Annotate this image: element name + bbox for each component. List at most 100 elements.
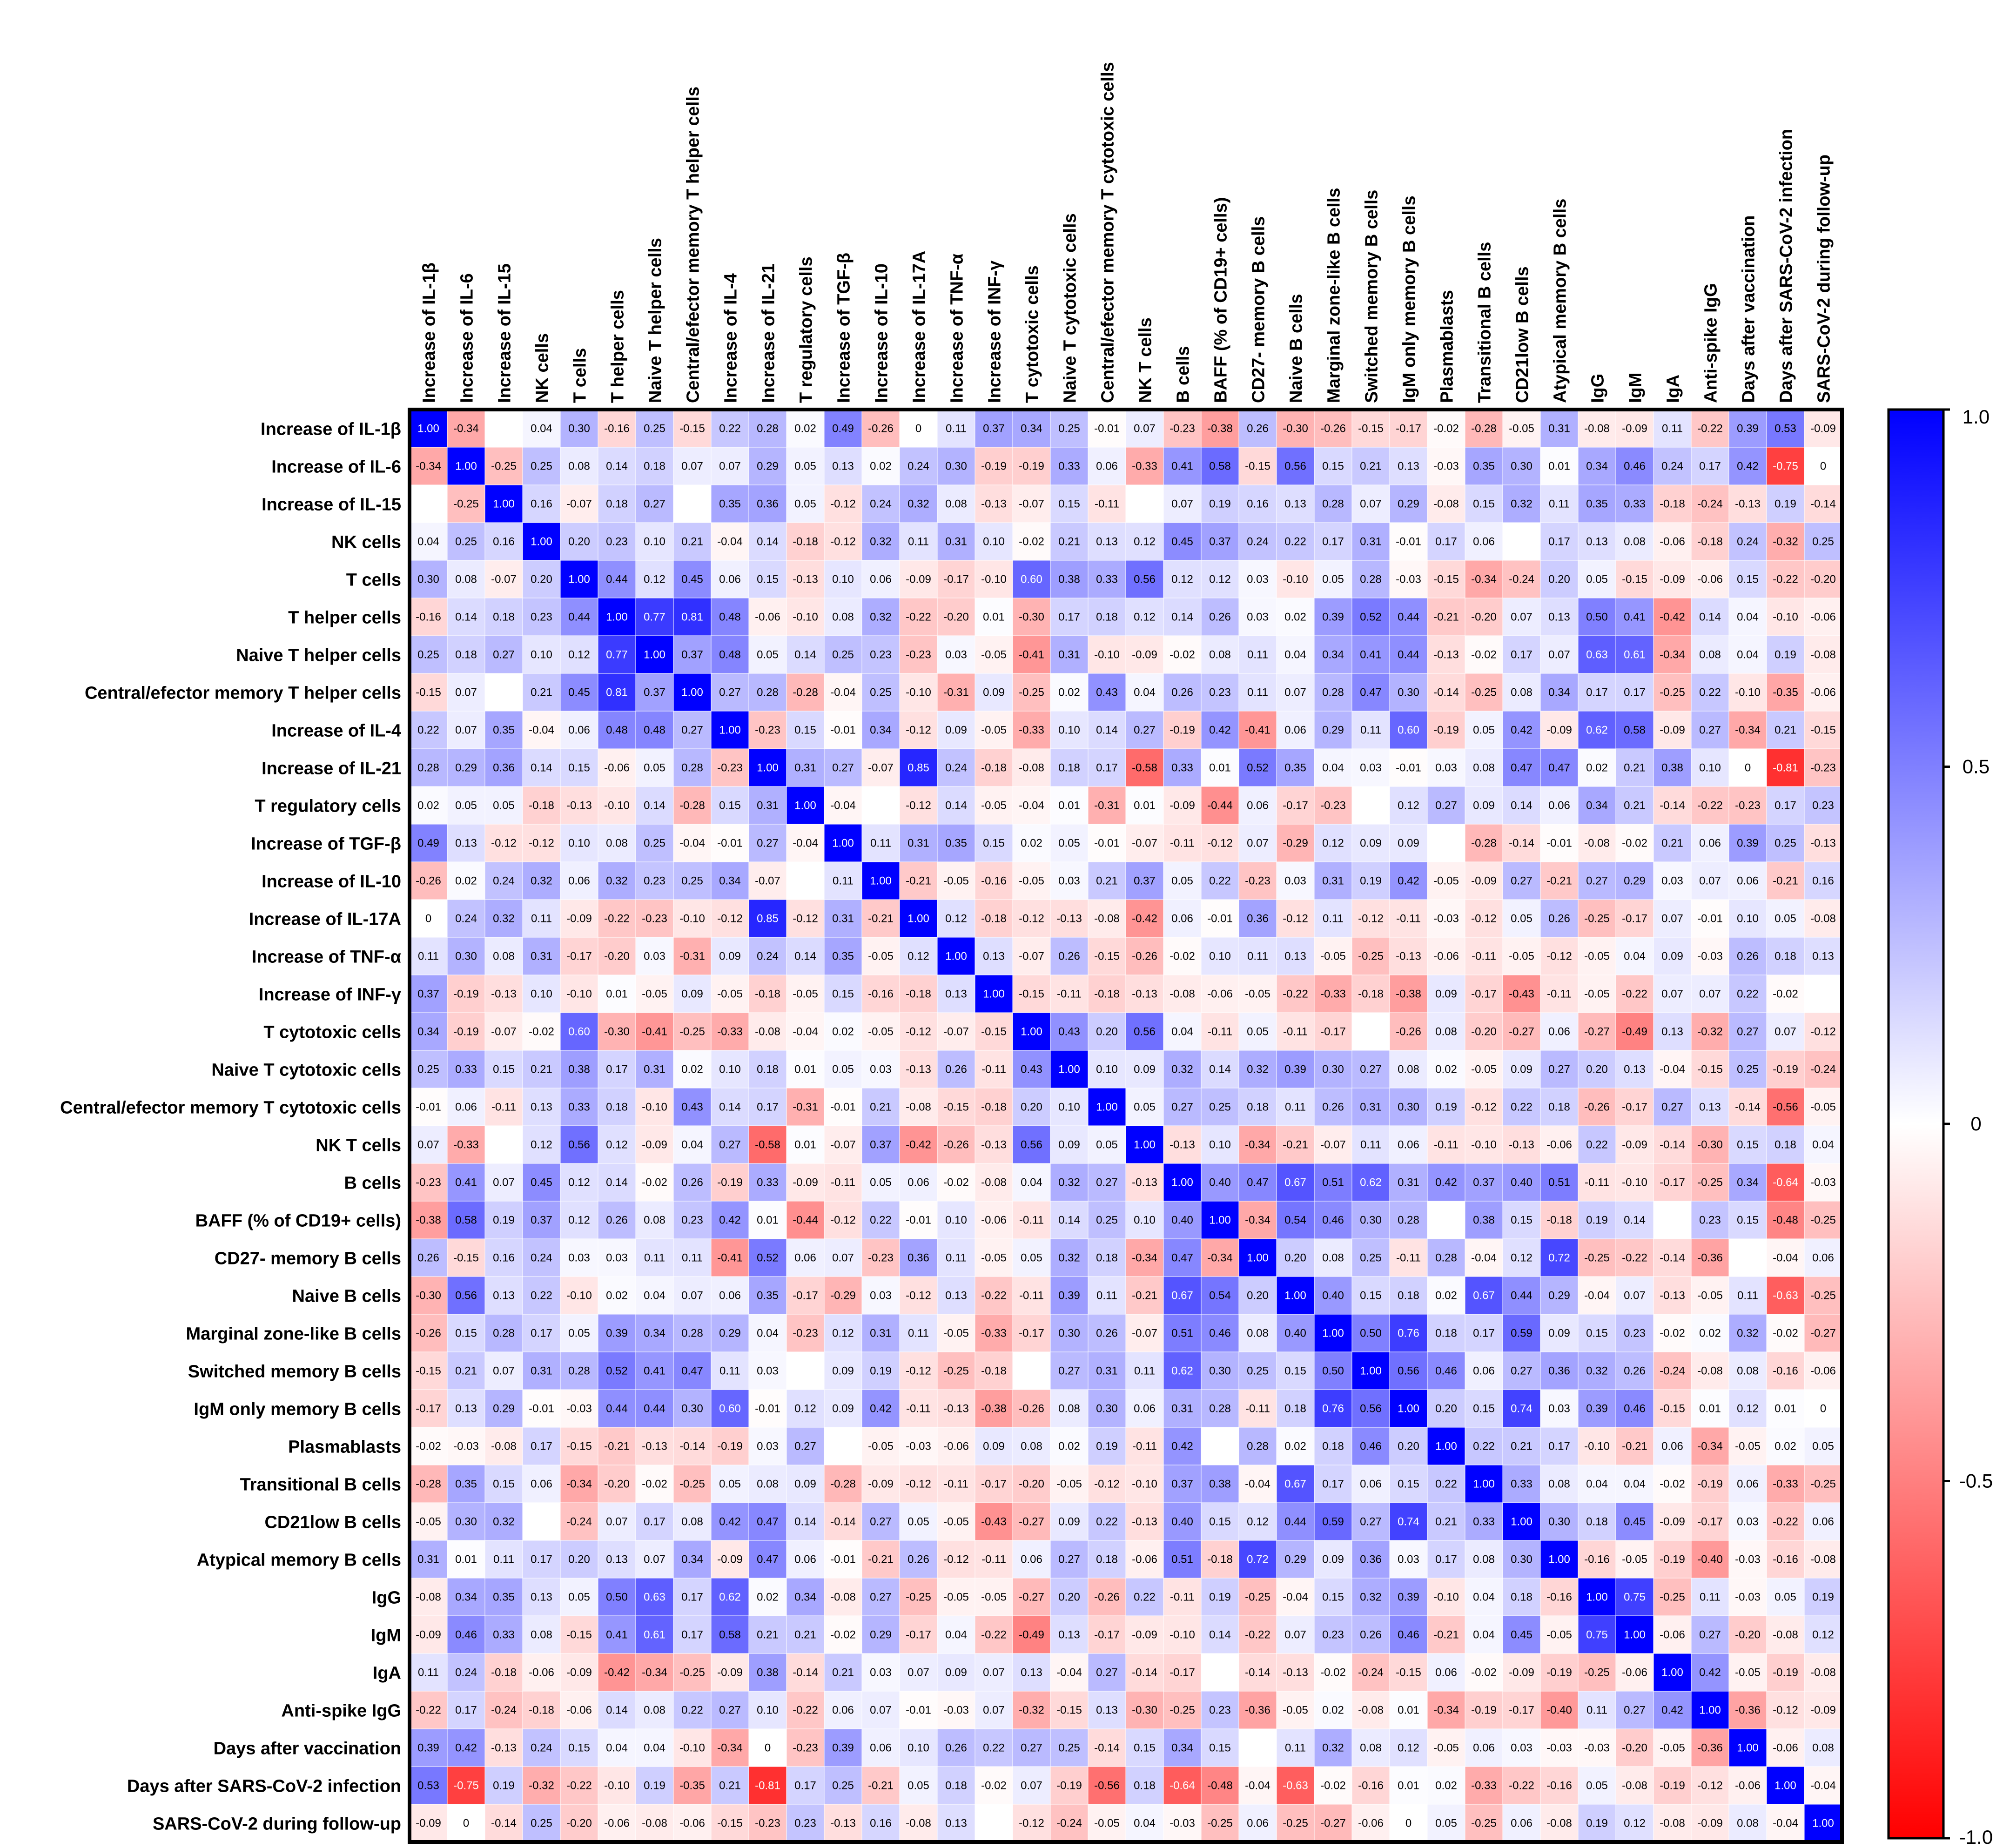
- heatmap-cell: [1691, 1465, 1729, 1503]
- cell-value-label: 0.37: [1209, 536, 1231, 548]
- heatmap-cell: [1653, 861, 1692, 900]
- cell-value-label: -0.04: [1773, 1252, 1798, 1264]
- cell-value-label: -0.25: [491, 460, 517, 473]
- heatmap-cell: [1540, 1238, 1579, 1277]
- cell-value-label: -0.06: [604, 1817, 630, 1830]
- heatmap-cell: [1088, 1238, 1126, 1277]
- heatmap-cell: [1238, 824, 1277, 862]
- cell-value-label: -0.14: [1245, 1667, 1270, 1679]
- heatmap-cell: [1804, 1314, 1842, 1352]
- cell-value-label: 0.43: [1021, 1063, 1042, 1076]
- heatmap-cell: [1050, 1201, 1089, 1239]
- heatmap-cell: [1125, 560, 1164, 598]
- cell-value-label: 0.35: [455, 1478, 477, 1491]
- cell-value-label: 0.14: [757, 536, 779, 548]
- cell-value-label: -0.06: [943, 1440, 969, 1453]
- cell-value-label: 0.15: [1209, 1516, 1231, 1528]
- heatmap-cell: [711, 1615, 749, 1654]
- heatmap-cell: [1050, 748, 1089, 787]
- cell-value-label: 0.07: [1511, 611, 1532, 624]
- heatmap-cell: [522, 673, 561, 712]
- cell-value-label: 0.03: [1398, 1553, 1419, 1566]
- cell-value-label: 0.19: [1774, 649, 1796, 661]
- heatmap-cell: [1125, 1804, 1164, 1842]
- cell-value-label: 0.25: [1058, 1742, 1080, 1754]
- heatmap-cell: [1766, 1578, 1805, 1616]
- heatmap-cell: [1163, 824, 1202, 862]
- cell-value-label: -0.03: [1584, 1742, 1610, 1754]
- cell-value-label: -0.25: [1019, 686, 1044, 699]
- cell-value-label: 0.18: [945, 1780, 967, 1792]
- heatmap-cell: [748, 748, 787, 787]
- heatmap-cell: [937, 1427, 975, 1465]
- cell-value-label: -0.02: [1320, 1780, 1346, 1792]
- heatmap-cell: [1238, 1238, 1277, 1277]
- cell-value-label: 0.42: [719, 1214, 741, 1227]
- cell-value-label: -0.06: [981, 1214, 1007, 1227]
- cell-value-label: 0.30: [681, 1403, 703, 1415]
- heatmap-cell: [1540, 598, 1579, 636]
- color-scale-legend: 1.00.50-0.5-1.0: [1887, 406, 1993, 1848]
- cell-value-label: 0.17: [606, 1063, 628, 1076]
- cell-value-label: -0.05: [1471, 1063, 1497, 1076]
- heatmap-cell: [1728, 1615, 1767, 1654]
- heatmap-cell: [1766, 1615, 1805, 1654]
- cell-value-label: 0.14: [1209, 1063, 1231, 1076]
- cell-value-label: -0.36: [1735, 1704, 1761, 1717]
- cell-value-label: -0.22: [793, 1704, 818, 1717]
- cell-value-label: -0.12: [529, 837, 554, 850]
- cell-value-label: -0.09: [1132, 1629, 1157, 1641]
- heatmap-cell: [522, 1389, 561, 1428]
- cell-value-label: 0.43: [1096, 686, 1118, 699]
- heatmap-cell: [598, 1427, 636, 1465]
- cell-value-label: -0.08: [1773, 1629, 1798, 1641]
- heatmap-cell: [1125, 1728, 1164, 1767]
- heatmap-cell: [899, 1276, 938, 1315]
- cell-value-label: 0.03: [1058, 875, 1080, 887]
- cell-value-label: 0.09: [945, 1667, 967, 1679]
- cell-value-label: 0.08: [1021, 1440, 1042, 1453]
- cell-value-label: 0.46: [1398, 1629, 1419, 1641]
- cell-value-label: 0.37: [870, 1139, 892, 1151]
- row-label-central-efector-memory-t-helper-cells: Central/efector memory T helper cells: [85, 684, 401, 703]
- cell-value-label: -0.12: [1019, 913, 1044, 925]
- cell-value-label: 0.08: [1247, 1327, 1269, 1340]
- heatmap-cell: [1125, 748, 1164, 787]
- row-label-b-cells: B cells: [344, 1174, 401, 1193]
- cell-value-label: 0.14: [1209, 1629, 1231, 1641]
- heatmap-cell: [1728, 861, 1767, 900]
- cell-value-label: 0.39: [606, 1327, 628, 1340]
- heatmap-cell: [447, 1163, 485, 1202]
- column-label-central-efector-memory-t-helper-cells: Central/efector memory T helper cells: [684, 87, 703, 403]
- cell-value-label: 0.06: [531, 1478, 552, 1491]
- cell-value-label: 0.22: [1134, 1591, 1156, 1604]
- heatmap-cell: [1691, 1351, 1729, 1390]
- cell-value-label: 0.30: [1548, 1516, 1570, 1528]
- heatmap-cell: [1201, 409, 1239, 448]
- cell-value-label: 0.14: [1511, 800, 1532, 812]
- heatmap-cell: [711, 560, 749, 598]
- heatmap-cell: [1804, 522, 1842, 561]
- cell-value-label: 0.34: [1021, 423, 1042, 435]
- cell-value-label: -0.06: [529, 1667, 554, 1679]
- cell-value-label: -0.05: [1622, 1553, 1647, 1566]
- heatmap-cell: [635, 824, 674, 862]
- heatmap-cell: [1615, 447, 1654, 485]
- cell-value-label: -0.16: [1773, 1553, 1798, 1566]
- heatmap-cell: [1766, 1276, 1805, 1315]
- cell-value-label: 0.29: [719, 1327, 741, 1340]
- cell-value-label: -0.15: [1056, 1704, 1082, 1717]
- cell-value-label: 0.15: [1473, 1403, 1495, 1415]
- cell-value-label: -0.16: [604, 423, 630, 435]
- cell-value-label: -0.14: [679, 1440, 705, 1453]
- cell-value-label: -0.15: [1094, 950, 1120, 963]
- cell-value-label: 0.14: [531, 762, 552, 774]
- heatmap-cell: [673, 484, 712, 523]
- cell-value-label: 0.36: [1548, 1365, 1570, 1378]
- cell-value-label: -0.01: [1207, 913, 1233, 925]
- heatmap-cell: [1766, 937, 1805, 975]
- cell-value-label: 0.07: [1284, 686, 1306, 699]
- cell-value-label: -0.08: [906, 1101, 931, 1114]
- cell-value-label: -0.22: [1697, 423, 1723, 435]
- heatmap-cell: [786, 1766, 825, 1805]
